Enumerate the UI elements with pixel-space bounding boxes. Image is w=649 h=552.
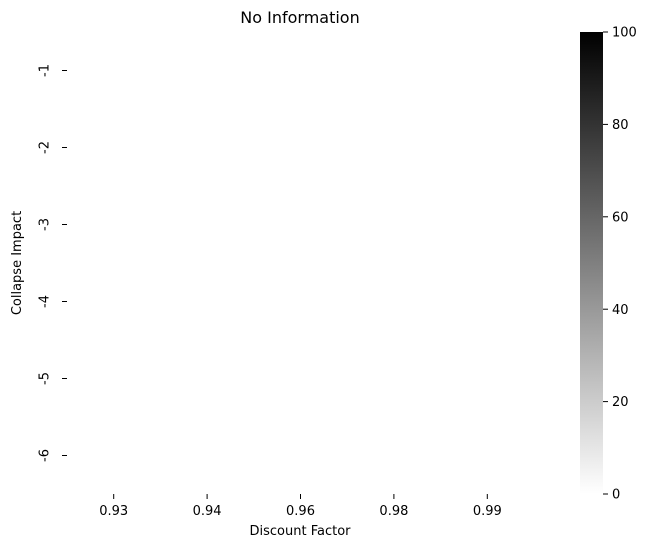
y-tick-label: -1 [38, 64, 53, 77]
colorbar-tick-label: 60 [612, 210, 629, 225]
colorbar-tick-label: 80 [612, 118, 629, 133]
y-axis-label: Collapse Impact [10, 211, 25, 315]
x-axis-label: Discount Factor [250, 524, 352, 539]
colorbar-tick-label: 20 [612, 395, 629, 410]
y-tick-label: -3 [38, 218, 53, 231]
colorbar-ticks: 0 20 40 60 80 100 [603, 26, 637, 503]
x-tick-label: 0.99 [473, 504, 502, 519]
y-tick-label: -4 [38, 295, 53, 308]
y-tick-label: -5 [38, 372, 53, 385]
colorbar-gradient [580, 32, 603, 494]
colorbar-tick-label: 0 [612, 488, 620, 503]
y-tick-label: -2 [38, 141, 53, 154]
colorbar-tick-label: 40 [612, 303, 629, 318]
x-axis: 0.93 0.94 0.96 0.98 0.99 [99, 494, 502, 519]
y-tick-label: -6 [38, 449, 53, 462]
colorbar-tick-label: 100 [612, 26, 637, 41]
x-tick-label: 0.96 [286, 504, 315, 519]
x-tick-label: 0.93 [99, 504, 128, 519]
y-axis: -1 -2 -3 -4 -5 -6 [38, 64, 67, 462]
plot-background [67, 32, 534, 494]
colorbar: 0 20 40 60 80 100 [580, 26, 637, 503]
heatmap-area [67, 32, 534, 494]
x-tick-label: 0.98 [379, 504, 408, 519]
x-tick-label: 0.94 [193, 504, 222, 519]
chart-title: No Information [240, 8, 359, 27]
